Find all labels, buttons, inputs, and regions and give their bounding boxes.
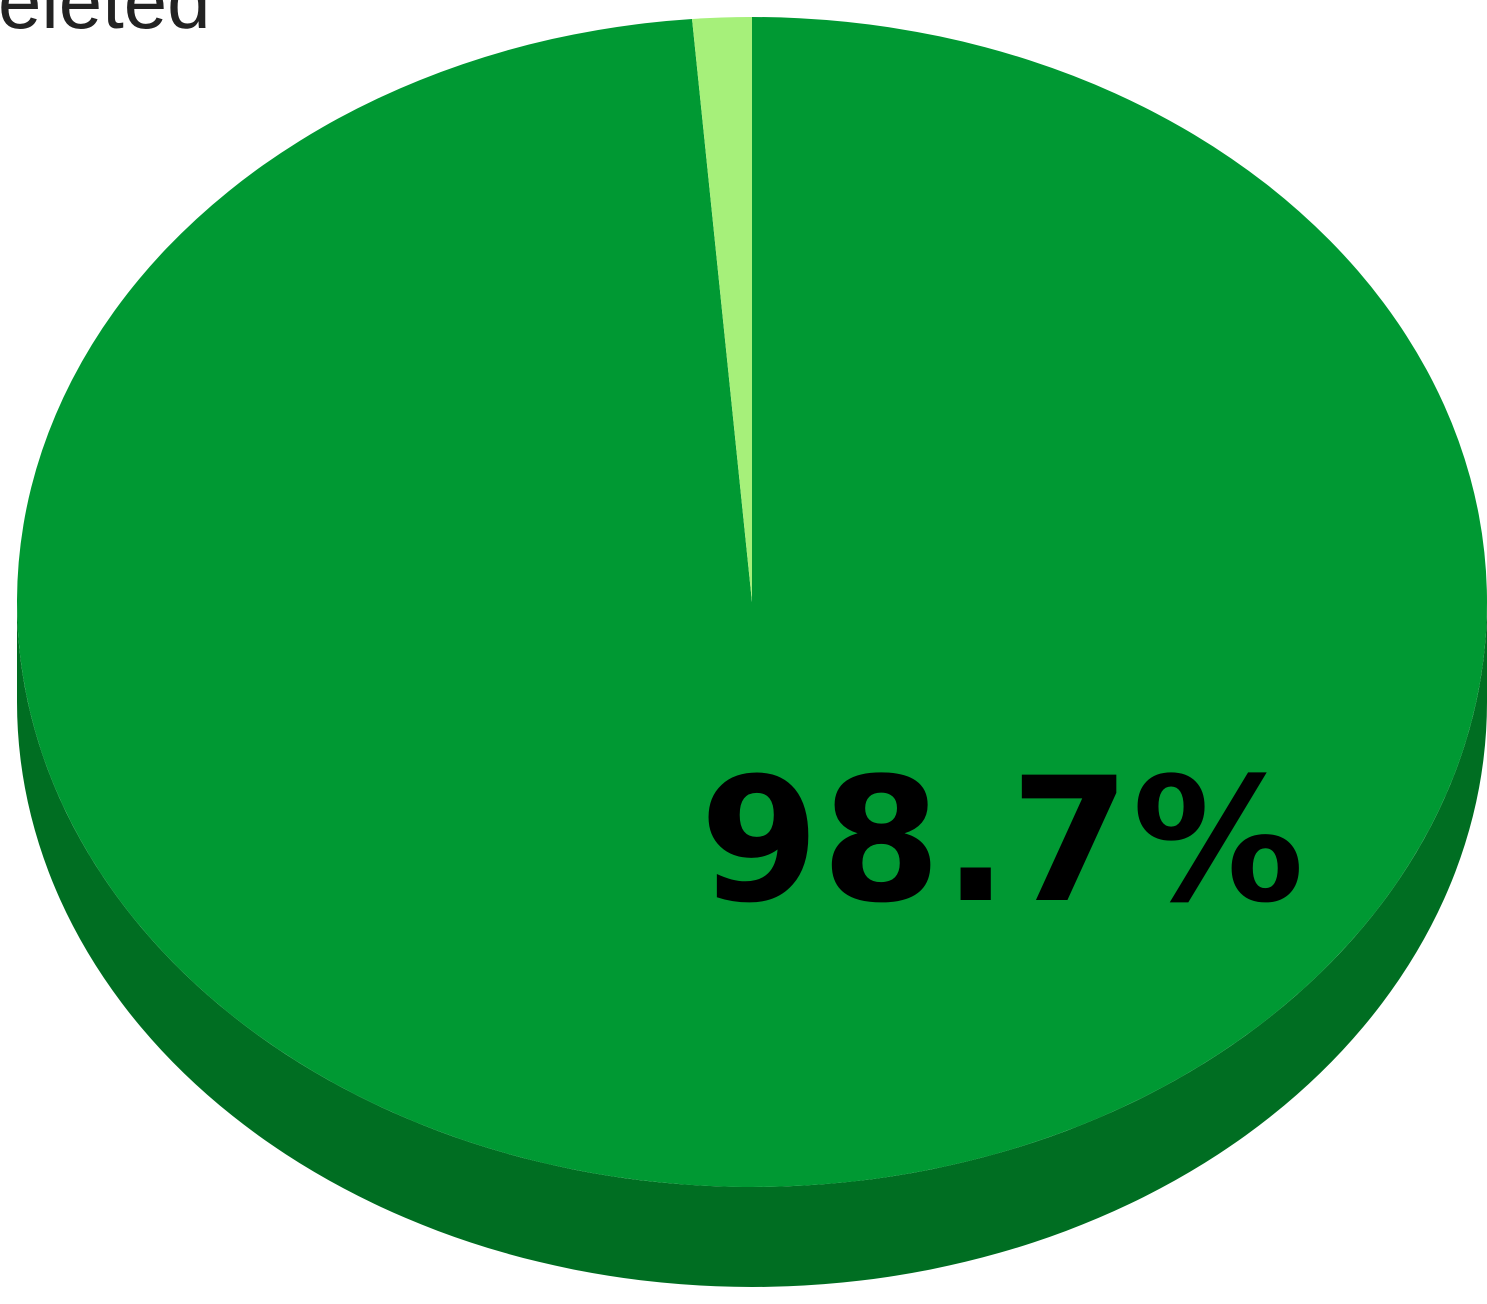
cropped-top-left-label: eleted xyxy=(0,0,211,45)
pie-top xyxy=(16,17,1487,1187)
pie-depth xyxy=(17,602,1487,1287)
pie-slice-major xyxy=(16,17,1487,1187)
data-label-98-7: 98.7% xyxy=(700,740,1307,941)
pie-side-band xyxy=(17,602,1487,1287)
pie-slice-minor xyxy=(692,17,752,602)
